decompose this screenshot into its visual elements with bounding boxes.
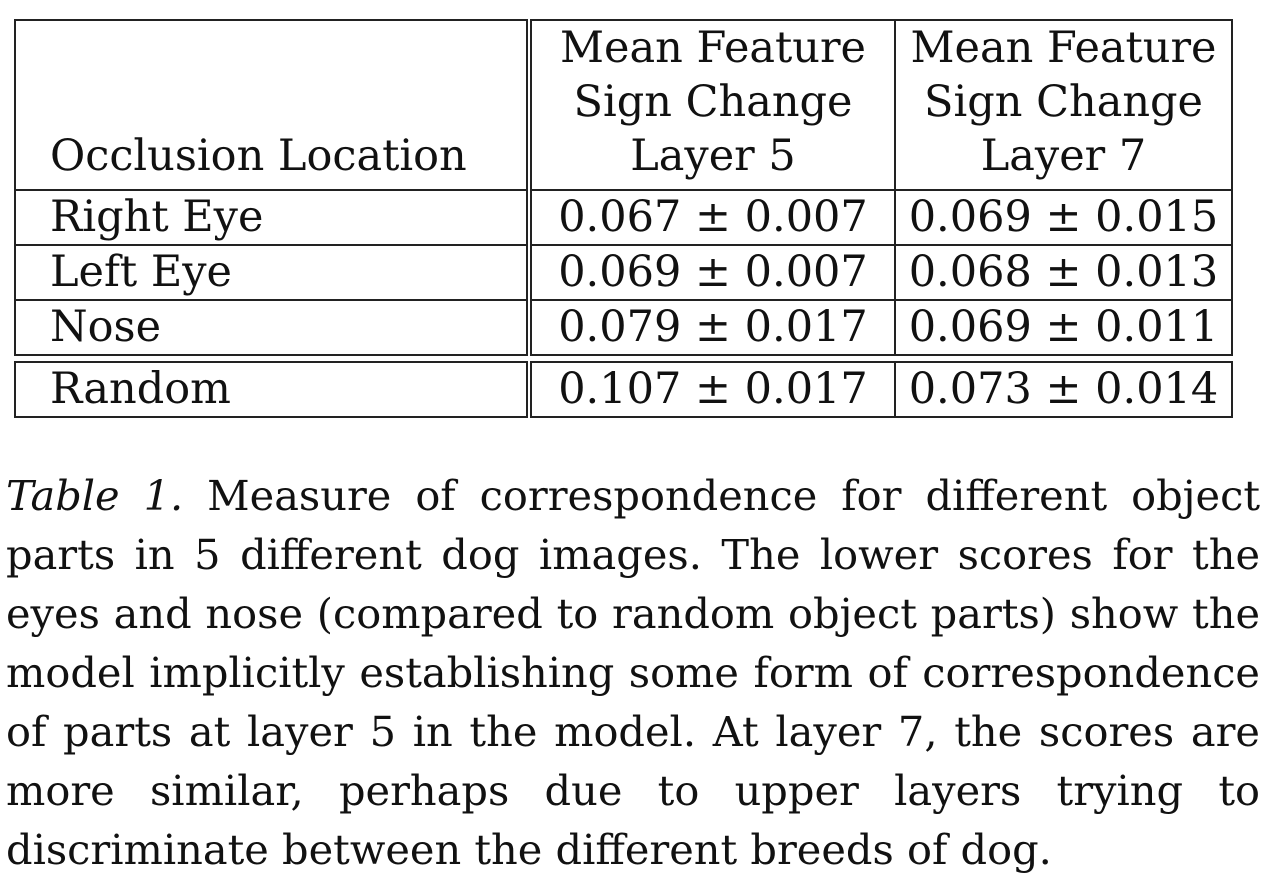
cell-location: Left Eye xyxy=(14,244,532,301)
cell-layer7: 0.073 ± 0.014 xyxy=(894,361,1233,418)
cell-layer5: 0.067 ± 0.007 xyxy=(528,189,896,246)
header-layer7-line: Mean Feature xyxy=(910,23,1217,73)
header-layer7-line: Layer 7 xyxy=(980,131,1147,181)
random-baseline-table: Random 0.107 ± 0.017 0.073 ± 0.014 xyxy=(14,361,1233,418)
cell-layer5: 0.069 ± 0.007 xyxy=(528,244,896,301)
table-row: Right Eye 0.067 ± 0.007 0.069 ± 0.015 xyxy=(14,189,1233,246)
cell-layer5: 0.079 ± 0.017 xyxy=(528,299,896,356)
header-layer5-line: Sign Change xyxy=(573,77,853,127)
cell-layer7: 0.068 ± 0.013 xyxy=(894,244,1233,301)
table-row: Left Eye 0.069 ± 0.007 0.068 ± 0.013 xyxy=(14,244,1233,301)
header-layer5-line: Mean Feature xyxy=(559,23,867,73)
results-table: Occlusion Location Mean Feature Sign Cha… xyxy=(14,19,1233,356)
cell-layer7: 0.069 ± 0.015 xyxy=(894,189,1233,246)
cell-location: Random xyxy=(14,361,532,418)
caption-label: Table 1. xyxy=(6,471,184,520)
cell-location: Right Eye xyxy=(14,189,532,246)
header-layer7: Mean Feature Sign Change Layer 7 xyxy=(894,19,1233,191)
table-row-random: Random 0.107 ± 0.017 0.073 ± 0.014 xyxy=(14,361,1233,418)
cell-layer7: 0.069 ± 0.011 xyxy=(894,299,1233,356)
header-layer7-line: Sign Change xyxy=(924,77,1203,127)
cell-layer5: 0.107 ± 0.017 xyxy=(528,361,896,418)
header-layer5: Mean Feature Sign Change Layer 5 xyxy=(528,19,896,191)
caption-text: Measure of correspondence for different … xyxy=(6,471,1260,874)
cell-location: Nose xyxy=(14,299,532,356)
header-layer5-line: Layer 5 xyxy=(630,131,796,181)
header-occlusion-location: Occlusion Location xyxy=(14,19,532,191)
table-header-row: Occlusion Location Mean Feature Sign Cha… xyxy=(14,19,1233,191)
table-row: Nose 0.079 ± 0.017 0.069 ± 0.011 xyxy=(14,299,1233,356)
table-caption: Table 1. Measure of correspondence for d… xyxy=(6,466,1260,879)
